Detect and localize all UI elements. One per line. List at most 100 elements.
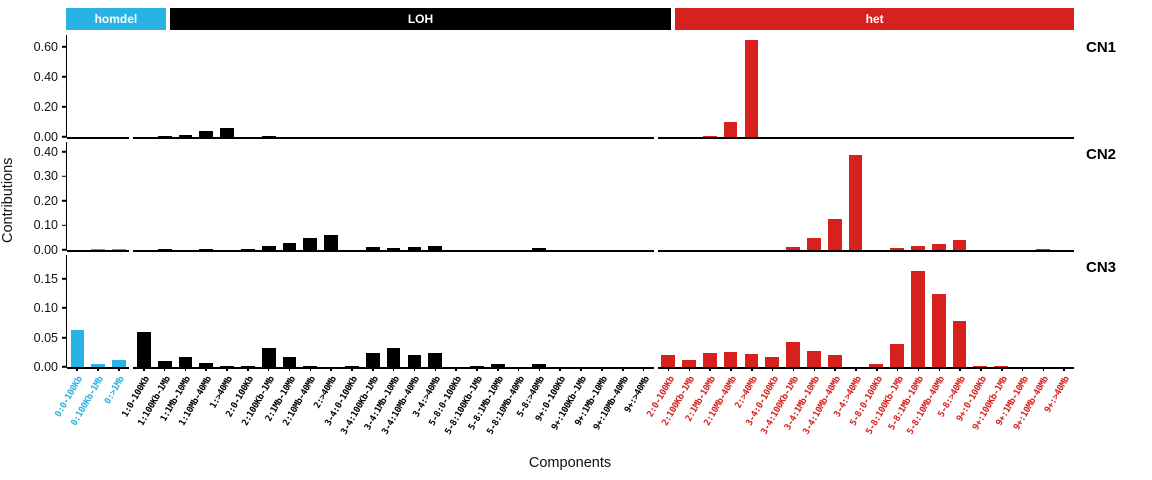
bar [723,352,738,367]
bar-slot [699,35,720,137]
y-tick-mark [62,366,67,368]
bar-slot [529,35,550,137]
bar-slot [508,35,529,137]
x-tick-mark [771,367,774,371]
bar-slot [425,255,446,367]
bar [702,135,717,137]
bar-slot [508,255,529,367]
x-label-slot: 2:>40Mb [733,367,762,461]
bar-slot [258,142,279,250]
bar-slot [1053,142,1074,250]
bar-slot [466,142,487,250]
y-tick-mark [62,224,67,227]
x-tick-mark [621,367,624,371]
bar [827,355,842,367]
facet-het [657,35,1074,139]
bar-slot [133,35,154,137]
bar-slot [720,35,741,137]
bar-slot [404,142,425,250]
bar [973,366,988,367]
bar-slot [300,35,321,137]
bar-slot [1032,35,1053,137]
bar [786,342,800,367]
bar-slot [612,255,633,367]
bar [806,237,821,250]
bar-slot [446,255,467,367]
x-tick-mark [118,367,120,371]
x-label-slot: 3-4:100Kb-1Mb [339,367,383,461]
x-tick-mark [917,367,920,371]
bar-slot [258,255,279,367]
bar-slot [970,35,991,137]
y-tick-mark [62,277,67,280]
bar-slot [741,35,762,137]
bar [827,218,842,250]
bar-slot [109,35,130,137]
x-label-slot: 2:1Mb-10Mb [684,367,720,461]
bar [911,270,925,367]
x-label-slot: 2:10Mb-40Mb [703,367,741,461]
bar [869,364,884,367]
bar-slot [928,35,949,137]
bar-slot [803,255,824,367]
facet-homdel [67,255,130,369]
x-axis-title: Components [528,455,612,471]
bar-slot [383,35,404,137]
bar-slot [658,255,679,367]
bar-slot [741,142,762,250]
bar-slot [866,35,887,137]
bar-slot [633,142,654,250]
x-label-slot: 9+:0-100Kb [534,367,570,461]
bar-slot [949,35,970,137]
panels-container: 0.00 0.20 0.40 0.60 CN1 0.00 0.10 0.20 0.30 0.40 C… [34,35,1116,374]
bar-slot [342,255,363,367]
bar-slot [783,255,804,367]
x-label-slot: 5-8:100Kb-1Mb [444,367,487,461]
bar-slot [1053,255,1074,367]
bar [1035,249,1050,250]
x-tick-mark [247,367,249,371]
bar-slot [487,35,508,137]
facet-LOH [133,255,654,369]
bar-slot [196,255,217,367]
x-label-slot: 1:0-100Kb [120,367,154,461]
bar [199,131,214,137]
bar [952,321,967,367]
bar-slot [279,35,300,137]
bar-slot [658,35,679,137]
bar-slot [1012,35,1033,137]
x-label-facet-LOH: 1:0-100Kb 1:100Kb-1Mb 1:1Mb-10Mb 1:10Mb-40M… [120,367,654,461]
y-tick-label: 0.30 [33,169,58,184]
bar-slot [1012,255,1033,367]
bar [469,365,484,367]
bar-slot [154,35,175,137]
facet-homdel [67,142,130,252]
bar-slot [1032,255,1053,367]
bar [765,356,780,367]
x-label-slot: 3-4:100Kb-1Mb [760,367,803,461]
y-tick-mark [62,336,67,339]
bar-slot [362,255,383,367]
bar-slot [67,142,88,250]
y-tick-mark [62,249,67,251]
x-label-slot: 1:100Kb-1Mb [136,367,174,461]
x-tick-mark [938,367,941,371]
x-label-slot: 5-8:>40Mb [937,367,970,461]
bar [532,364,547,367]
y-tick-mark [62,175,67,178]
bar-slot [720,142,741,250]
x-tick-mark [434,367,437,371]
y-tick-label: 0.00 [33,130,58,144]
y-tick-mark [62,200,67,202]
bar-slot [67,35,88,137]
x-label-slot: 3-4:10Mb-40Mb [381,367,424,461]
bar-slot [571,142,592,250]
bar [324,235,339,250]
bar-slot [928,255,949,367]
bar-slot [133,255,154,367]
x-label-slot: 2:>40Mb [313,367,341,461]
x-label-slot: 5-8:1Mb-10Mb [888,367,928,461]
signature-label-CN1: CN1 [1086,39,1117,56]
bar-slot [633,35,654,137]
y-tick-label: 0.40 [33,70,58,84]
